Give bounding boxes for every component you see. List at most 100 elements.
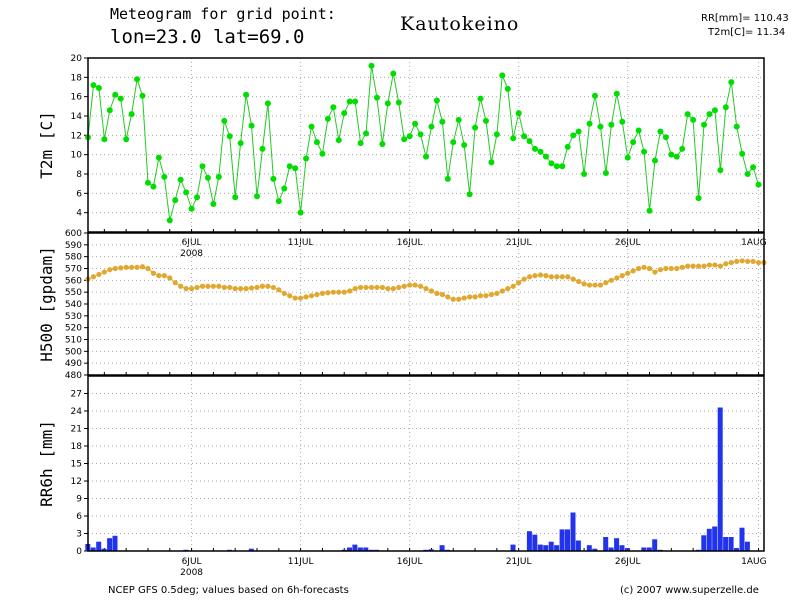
point-h500-45 [330, 289, 336, 295]
point-h500-33 [265, 283, 271, 289]
ytick-label-h500-7: 550 [65, 288, 82, 298]
bar-rr6h-49 [352, 544, 358, 551]
point-t2m-45 [330, 104, 337, 111]
point-t2m-54 [379, 141, 386, 148]
point-t2m-18 [183, 189, 190, 196]
point-t2m-110 [684, 111, 691, 118]
point-t2m-75 [493, 131, 500, 138]
bar-rr6h-51 [363, 547, 369, 551]
point-h500-102 [641, 264, 647, 270]
point-h500-20 [194, 284, 200, 291]
xtick-label-t2m-1: 11JUL [288, 238, 314, 248]
ylabel-t2m: T2m [C] [37, 111, 56, 178]
point-h500-79 [516, 280, 522, 286]
point-h500-80 [521, 276, 527, 282]
bar-rr6h-118 [728, 537, 734, 551]
point-t2m-66 [444, 175, 451, 182]
xtick-label-t2m-3: 21JUL [506, 238, 532, 248]
bar-rr6h-98 [619, 545, 625, 551]
point-h500-14 [161, 273, 167, 279]
point-h500-111 [690, 263, 696, 269]
bar-rr6h-115 [712, 526, 718, 551]
bar-rr6h-65 [439, 545, 445, 551]
point-t2m-84 [542, 153, 549, 160]
point-t2m-116 [717, 167, 724, 174]
point-t2m-26 [226, 133, 233, 140]
point-h500-82 [532, 273, 538, 279]
point-h500-32 [259, 283, 266, 289]
bar-rr6h-92 [586, 545, 592, 551]
point-t2m-24 [215, 173, 222, 180]
point-t2m-23 [210, 200, 217, 207]
point-t2m-80 [521, 133, 528, 140]
point-h500-101 [636, 265, 642, 272]
point-t2m-107 [668, 151, 675, 158]
point-t2m-89 [570, 132, 577, 139]
point-h500-37 [287, 293, 293, 299]
point-t2m-62 [423, 153, 429, 160]
ytick-label-h500-8: 560 [65, 276, 82, 286]
point-h500-2 [96, 271, 102, 278]
point-h500-58 [401, 283, 407, 289]
bar-rr6h-87 [559, 529, 565, 551]
point-h500-18 [183, 286, 189, 292]
point-t2m-14 [161, 173, 168, 180]
bar-rr6h-84 [543, 545, 549, 551]
bar-rr6h-99 [625, 548, 630, 551]
point-t2m-59 [406, 133, 413, 140]
bar-rr6h-85 [548, 541, 554, 551]
point-t2m-11 [144, 179, 151, 186]
bar-rr6h-2 [96, 541, 102, 551]
point-h500-27 [232, 286, 238, 292]
point-t2m-4 [106, 107, 113, 114]
point-t2m-13 [155, 154, 162, 161]
ytick-label-h500-4: 520 [65, 324, 82, 334]
ytick-label-t2m-5: 14 [71, 112, 83, 122]
point-t2m-5 [112, 91, 119, 98]
ytick-label-h500-3: 510 [65, 336, 82, 346]
point-h500-91 [581, 281, 587, 287]
point-h500-123 [755, 259, 762, 266]
ylabel-rr6h: RR6h [mm] [37, 420, 56, 507]
point-h500-96 [608, 277, 614, 283]
ytick-label-rr6h-8: 24 [71, 407, 83, 417]
point-t2m-109 [679, 145, 686, 152]
point-h500-88 [565, 274, 571, 280]
point-h500-85 [548, 274, 554, 280]
point-t2m-55 [384, 100, 391, 107]
point-t2m-108 [673, 153, 680, 160]
point-t2m-72 [477, 95, 484, 102]
precip-total: RR[mm]= 110.43 [701, 13, 789, 24]
point-t2m-51 [363, 130, 370, 137]
bar-rr6h-5 [112, 535, 118, 551]
point-h500-75 [494, 290, 500, 296]
point-h500-59 [407, 282, 413, 288]
point-h500-52 [368, 284, 375, 291]
point-h500-50 [357, 284, 364, 291]
point-h500-83 [537, 272, 544, 278]
point-h500-76 [499, 288, 505, 294]
point-t2m-47 [341, 110, 348, 117]
ytick-label-t2m-7: 18 [71, 73, 83, 83]
point-h500-89 [570, 276, 576, 282]
xtick-label-t2m-4: 26JUL [615, 238, 641, 248]
point-h500-108 [674, 265, 680, 272]
ytick-label-h500-1: 490 [65, 359, 82, 369]
point-h500-51 [363, 284, 369, 291]
point-t2m-82 [532, 145, 539, 152]
point-h500-120 [739, 258, 745, 264]
ytick-label-h500-2: 500 [65, 347, 82, 357]
point-t2m-68 [455, 116, 462, 123]
point-t2m-28 [237, 140, 244, 147]
point-t2m-40 [303, 155, 310, 162]
bar-rr6h-30 [248, 548, 254, 551]
point-t2m-17 [177, 176, 184, 183]
ytick-label-t2m-6: 16 [71, 93, 83, 103]
xtick-label-t2m-2: 16JUL [397, 238, 423, 248]
xtick-label-rr6h-0: 6JUL [182, 557, 202, 567]
point-t2m-121 [744, 171, 751, 177]
point-h500-56 [390, 286, 396, 292]
ytick-label-rr6h-0: 0 [76, 547, 82, 557]
ytick-label-t2m-2: 8 [76, 170, 82, 180]
footer-copyright: (c) 2007 www.superzelle.de [620, 585, 759, 596]
